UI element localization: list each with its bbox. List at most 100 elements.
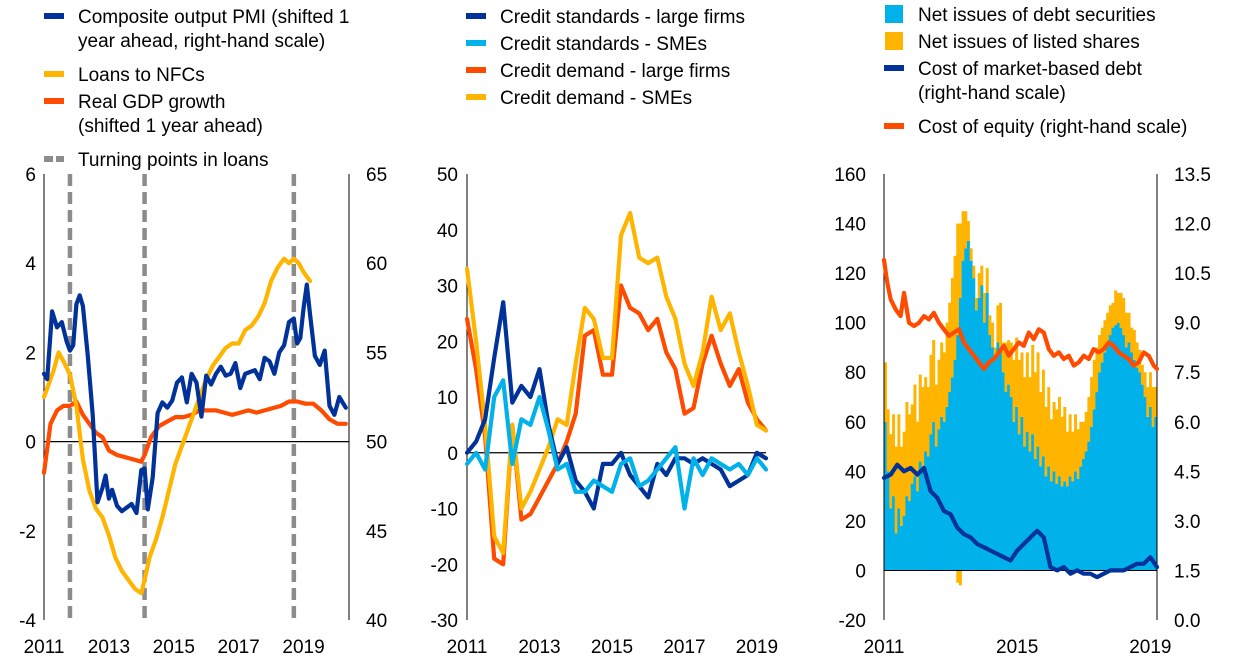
bar-listed-shares (1047, 387, 1051, 467)
bar-debt-securities (993, 359, 997, 571)
legend-label-0: Composite output PMI (shifted 1 (78, 7, 349, 28)
bar-debt-securities (999, 347, 1003, 571)
bar-debt-securities (977, 297, 981, 571)
bar-listed-shares (1068, 414, 1072, 477)
y-tick-left: 120 (834, 264, 866, 285)
legend-label-2-line2: (right-hand scale) (918, 83, 1066, 104)
bar-listed-shares (932, 340, 936, 422)
y-tick-left: -20 (839, 611, 866, 632)
bar-listed-shares (1079, 421, 1083, 467)
bar-listed-shares (1074, 414, 1078, 472)
bar-debt-securities (1148, 406, 1152, 571)
bar-listed-shares (1108, 305, 1112, 336)
y-tick-right: 0.0 (1174, 611, 1200, 632)
bar-listed-shares (1044, 406, 1048, 477)
series-line-0 (41, 282, 348, 516)
x-tick: 2013 (88, 637, 130, 658)
bar-debt-securities (1154, 416, 1158, 571)
bar-debt-securities (1055, 483, 1059, 571)
legend-label-2: Credit demand - large firms (500, 61, 730, 82)
bar-listed-shares (1012, 359, 1016, 422)
bar-listed-shares (1082, 421, 1086, 459)
bar-debt-securities (1111, 327, 1115, 571)
legend-label-1: Credit standards - SMEs (500, 34, 707, 55)
bar-debt-securities (886, 471, 890, 571)
x-tick: 2013 (518, 637, 560, 658)
bar-debt-securities (889, 508, 893, 571)
bar-listed-shares (937, 359, 941, 430)
bar-listed-shares (940, 342, 944, 417)
legend-label-2: Real GDP growth (78, 92, 226, 113)
bar-debt-securities (1135, 367, 1139, 571)
bar-listed-shares (1001, 342, 1005, 373)
bar-debt-securities (1047, 466, 1051, 571)
bar-debt-securities (1039, 466, 1043, 571)
bar-listed-shares (1060, 416, 1064, 487)
bar-listed-shares (916, 421, 920, 492)
bar-debt-securities (1116, 322, 1120, 571)
bar-debt-securities (985, 292, 989, 571)
bar-listed-shares (1132, 330, 1136, 360)
x-tick: 2011 (24, 637, 65, 658)
bar-debt-securities (1001, 372, 1005, 571)
series-line-1 (41, 256, 313, 596)
bar-debt-securities (1100, 362, 1104, 571)
bar-listed-shares (1090, 377, 1094, 427)
y-tick: 50 (437, 165, 458, 186)
y-tick: -30 (431, 611, 458, 632)
bar-listed-shares (1049, 419, 1053, 482)
bar-debt-securities (1057, 476, 1061, 571)
bar-debt-securities (942, 421, 946, 571)
bar-listed-shares (975, 297, 978, 311)
legend-label-3: Credit demand - SMEs (500, 88, 692, 109)
y-tick-right: 50 (366, 433, 387, 454)
x-tick: 2011 (864, 637, 905, 658)
bar-listed-shares (1020, 352, 1024, 417)
bar-debt-securities (1028, 451, 1032, 571)
bar-listed-shares (884, 362, 887, 422)
bar-listed-shares (945, 322, 949, 407)
bar-debt-securities (1074, 471, 1078, 571)
bar-listed-shares (972, 265, 976, 279)
bar-listed-shares (950, 278, 954, 378)
bar-listed-shares (1025, 352, 1029, 432)
bar-listed-shares (905, 401, 909, 497)
bar-listed-shares (983, 292, 987, 323)
bar-listed-shares (921, 387, 925, 467)
legend-label-3: Turning points in loans (78, 150, 268, 171)
bar-debt-securities (897, 508, 901, 571)
panel-credit-standards-demand: -30 -20 -10 0 10 20 30 40 50 2011 2013 2015 2017 2019… (431, 7, 779, 658)
y-tick-left: 2 (25, 343, 36, 364)
y-tick-right: 60 (366, 254, 387, 275)
x-tick: 2019 (282, 637, 324, 658)
bar-listed-shares (993, 347, 997, 360)
bar-listed-shares (900, 446, 904, 526)
bar-debt-securities (1103, 352, 1107, 571)
bar-listed-shares (902, 431, 906, 516)
bar-debt-securities (1012, 421, 1016, 571)
bar-debt-securities (1015, 406, 1019, 571)
bar-listed-shares (1066, 431, 1069, 487)
bar-listed-shares (1151, 387, 1155, 427)
bar-debt-securities (902, 515, 906, 571)
bar-listed-shares (964, 211, 968, 249)
bar-listed-shares-negative (956, 570, 960, 583)
bar-debt-securities (1132, 359, 1136, 571)
x-tick: 2015 (996, 637, 1038, 658)
bar-debt-securities (894, 533, 898, 571)
x-tick: 2019 (1129, 637, 1171, 658)
bar-debt-securities (950, 377, 954, 571)
bar-listed-shares (966, 221, 970, 241)
y-tick-left: 0 (25, 433, 36, 454)
bar-listed-shares (1095, 347, 1099, 393)
bar-debt-securities (991, 347, 995, 571)
y-tick-left: 100 (834, 314, 866, 335)
bar-debt-securities (1068, 476, 1072, 571)
bar-listed-shares (1084, 411, 1088, 452)
legend-label-0: Net issues of debt securities (918, 5, 1156, 26)
bar-listed-shares (1028, 377, 1032, 452)
bar-debt-securities (1007, 384, 1011, 571)
y-tick-left: 160 (834, 165, 866, 186)
bar-debt-securities (1122, 335, 1126, 571)
bar-listed-shares (1100, 327, 1104, 363)
